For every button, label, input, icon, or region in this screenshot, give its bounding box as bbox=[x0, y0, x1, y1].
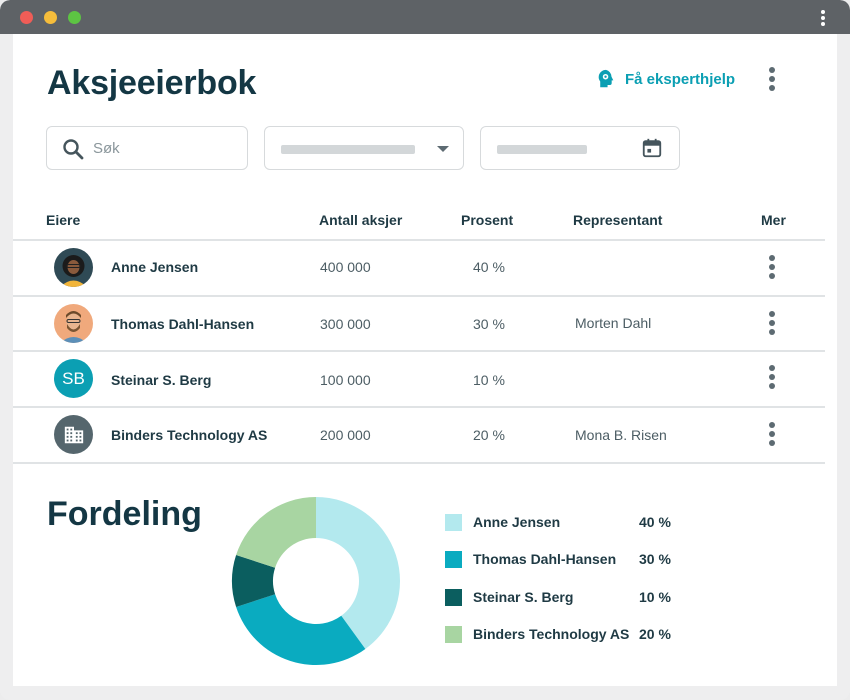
legend-swatch bbox=[445, 589, 462, 606]
close-window-button[interactable] bbox=[20, 11, 33, 24]
share-percent: 20 % bbox=[473, 427, 505, 443]
chevron-down-icon bbox=[437, 146, 449, 152]
row-more-icon[interactable] bbox=[769, 422, 775, 449]
legend-swatch bbox=[445, 551, 462, 568]
share-percent: 30 % bbox=[473, 316, 505, 332]
owner-name: Anne Jensen bbox=[111, 259, 199, 275]
column-header-owners: Eiere bbox=[46, 212, 81, 228]
search-input[interactable] bbox=[93, 137, 233, 159]
column-header-more: Mer bbox=[761, 212, 786, 228]
table-row[interactable]: Anne Jensen 400 000 40 % bbox=[13, 240, 825, 295]
table-row[interactable]: Thomas Dahl-Hansen 300 000 30 % Morten D… bbox=[13, 296, 825, 351]
page-title: Aksjeeierbok bbox=[47, 64, 257, 102]
search-icon bbox=[63, 139, 84, 160]
maximize-window-button[interactable] bbox=[68, 11, 81, 24]
avatar bbox=[54, 248, 93, 287]
donut-slice-2 bbox=[236, 594, 366, 665]
distribution-donut-chart bbox=[232, 497, 401, 665]
share-percent: 10 % bbox=[473, 372, 505, 388]
share-count: 100 000 bbox=[320, 372, 371, 388]
row-more-icon[interactable] bbox=[769, 365, 775, 392]
calendar-icon[interactable] bbox=[641, 137, 663, 159]
window-menu-icon[interactable] bbox=[820, 10, 826, 26]
donut-slice-4 bbox=[236, 497, 316, 568]
table-divider bbox=[13, 350, 825, 352]
owner-name: Binders Technology AS bbox=[111, 427, 268, 443]
date-picker[interactable] bbox=[480, 126, 680, 170]
table-divider bbox=[13, 462, 825, 464]
table-row[interactable]: SB Steinar S. Berg 100 000 10 % bbox=[13, 351, 825, 406]
share-count: 200 000 bbox=[320, 427, 371, 443]
legend-value: 30 % bbox=[639, 551, 671, 567]
legend-swatch bbox=[445, 514, 462, 531]
donut-slice-3 bbox=[232, 555, 276, 607]
column-header-representative: Representant bbox=[573, 212, 663, 228]
owner-name: Thomas Dahl-Hansen bbox=[111, 316, 255, 332]
avatar-initials: SB bbox=[54, 359, 93, 398]
legend-value: 20 % bbox=[639, 626, 671, 642]
table-divider bbox=[13, 239, 825, 241]
window-titlebar bbox=[0, 0, 850, 34]
dropdown-placeholder-bar bbox=[281, 145, 415, 154]
legend-label: Binders Technology AS bbox=[473, 626, 630, 642]
row-more-icon[interactable] bbox=[769, 255, 775, 282]
donut-slice-1 bbox=[316, 497, 401, 649]
avatar bbox=[54, 415, 93, 454]
legend-label: Anne Jensen bbox=[473, 514, 561, 530]
table-divider bbox=[13, 295, 825, 297]
share-percent: 40 % bbox=[473, 259, 505, 275]
legend-value: 40 % bbox=[639, 514, 671, 530]
legend-label: Thomas Dahl-Hansen bbox=[473, 551, 617, 567]
column-header-percent: Prosent bbox=[461, 212, 514, 228]
date-placeholder-bar bbox=[497, 145, 587, 154]
table-row[interactable]: Binders Technology AS 200 000 20 % Mona … bbox=[13, 407, 825, 462]
filter-dropdown[interactable] bbox=[264, 126, 464, 170]
page-more-menu-icon[interactable] bbox=[769, 67, 775, 94]
row-more-icon[interactable] bbox=[769, 311, 775, 338]
expert-help-button[interactable]: Få eksperthjelp bbox=[595, 68, 735, 90]
distribution-title: Fordeling bbox=[47, 495, 202, 533]
main-content: Aksjeeierbok Få eksperthjelp bbox=[13, 34, 837, 686]
column-header-shares: Antall aksjer bbox=[319, 212, 403, 228]
representative-name: Morten Dahl bbox=[575, 315, 652, 331]
legend-label: Steinar S. Berg bbox=[473, 589, 574, 605]
expert-help-label: Få eksperthjelp bbox=[625, 70, 736, 88]
legend-swatch bbox=[445, 626, 462, 643]
minimize-window-button[interactable] bbox=[44, 11, 57, 24]
expert-help-icon bbox=[598, 69, 614, 88]
building-icon bbox=[64, 426, 83, 443]
avatar bbox=[54, 304, 93, 343]
owner-name: Steinar S. Berg bbox=[111, 372, 212, 388]
share-count: 400 000 bbox=[320, 259, 371, 275]
share-count: 300 000 bbox=[320, 316, 371, 332]
legend-value: 10 % bbox=[639, 589, 671, 605]
search-field[interactable] bbox=[46, 126, 248, 170]
representative-name: Mona B. Risen bbox=[575, 427, 667, 443]
table-divider bbox=[13, 406, 825, 408]
